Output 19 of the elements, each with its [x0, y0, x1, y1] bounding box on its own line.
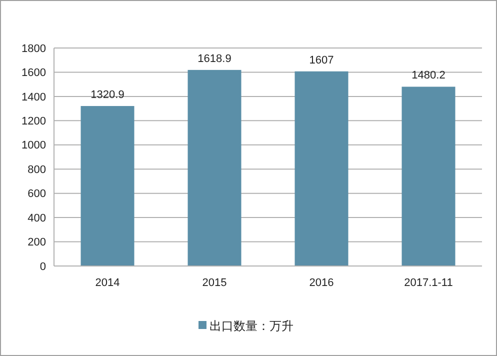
x-tick-label: 2014	[95, 277, 120, 289]
data-label: 1607	[309, 54, 334, 66]
y-tick-label: 1200	[22, 116, 46, 128]
y-tick-label: 0	[40, 260, 46, 273]
x-tick-label: 2015	[202, 277, 227, 289]
y-tick-label: 1600	[22, 67, 46, 80]
data-label: 1480.2	[412, 70, 446, 82]
data-label: 1320.9	[90, 89, 124, 102]
y-tick-label: 1800	[22, 42, 46, 55]
x-tick-label: 2016	[309, 277, 334, 289]
legend-label: 出口数量：万升	[210, 319, 294, 334]
y-tick-label: 800	[28, 164, 46, 176]
y-tick-label: 600	[28, 188, 46, 200]
y-tick-label: 1000	[22, 140, 46, 152]
y-tick-label: 400	[28, 212, 46, 224]
x-tick-label: 2017.1-11	[404, 277, 453, 289]
data-label: 1618.9	[198, 52, 232, 65]
y-tick-label: 1400	[22, 91, 46, 104]
y-tick-label: 200	[28, 236, 46, 249]
